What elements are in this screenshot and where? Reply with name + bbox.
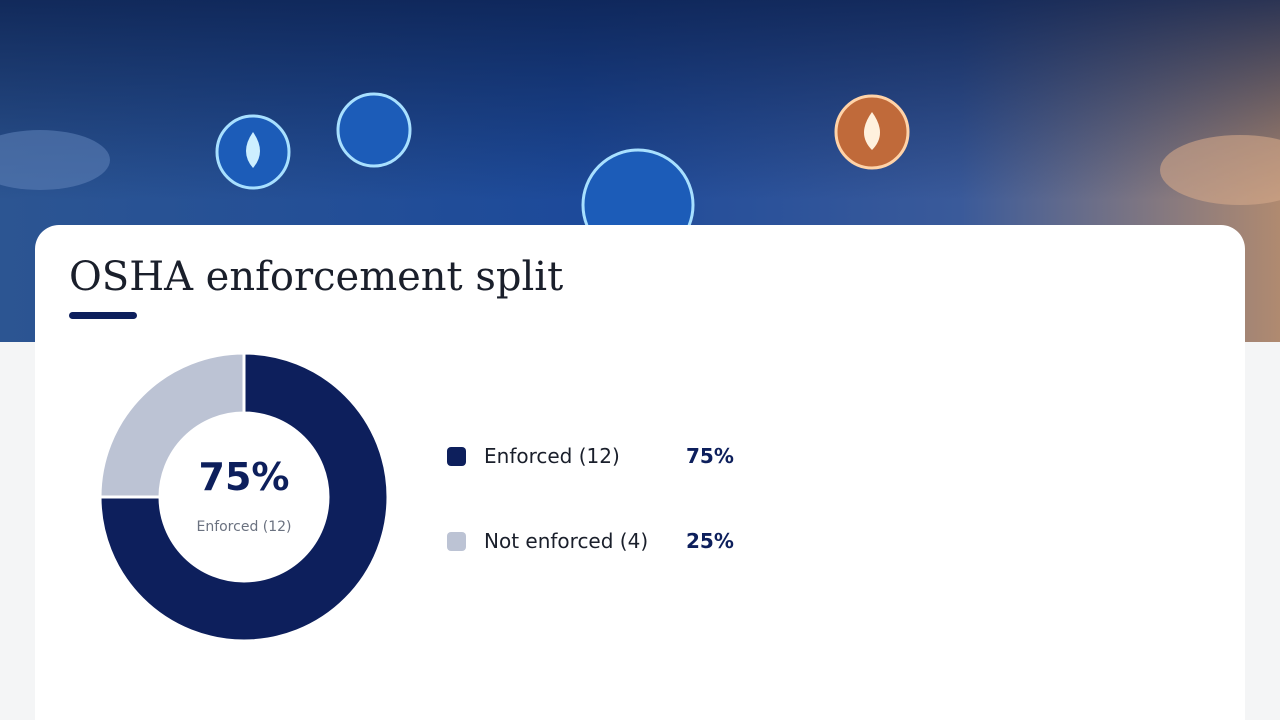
legend-swatch (447, 447, 466, 466)
chart-title: OSHA enforcement split (69, 254, 563, 300)
donut-slice (98, 351, 390, 643)
donut (98, 351, 390, 643)
legend-swatch (447, 532, 466, 551)
center-label: Enforced (12) (196, 519, 291, 535)
legend-value: 75% (686, 444, 734, 468)
donut-slice (98, 351, 246, 499)
title-underline (69, 312, 137, 319)
legend-value: 25% (686, 529, 734, 553)
legend-label: Not enforced (4) (484, 529, 648, 553)
legend: Enforced (12) 75% Not enforced (4) 25% (447, 444, 734, 553)
legend-label: Enforced (12) (484, 444, 620, 468)
center-value: 75% (199, 455, 290, 499)
